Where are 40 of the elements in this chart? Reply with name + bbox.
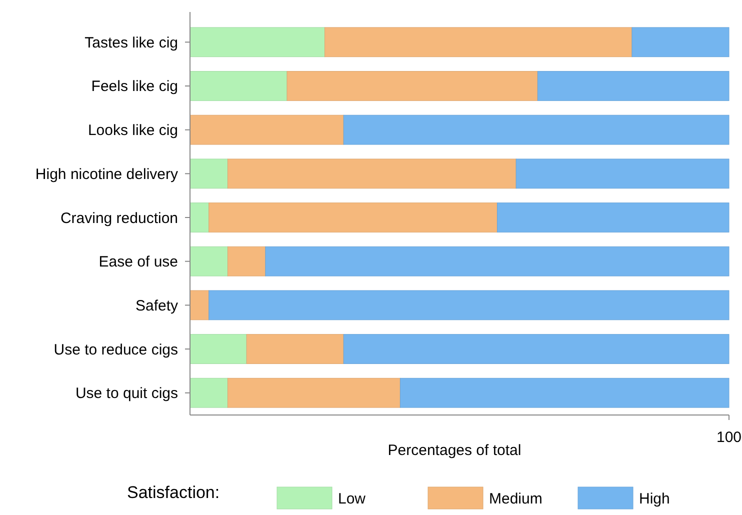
bar: [227, 158, 516, 189]
bar: [265, 246, 730, 276]
y-tick-label: Looks like cig: [88, 122, 178, 140]
bar: [400, 378, 730, 408]
x-axis-title: Percentages of total: [388, 442, 522, 459]
y-tick-label: Craving reduction: [60, 210, 178, 227]
bar: [190, 290, 210, 320]
legend-label: High: [639, 490, 670, 508]
legend-title: Satisfaction:: [127, 483, 220, 502]
bar: [632, 27, 730, 58]
bar: [190, 27, 325, 58]
bar: [190, 334, 247, 364]
legend-label: Low: [338, 490, 366, 508]
y-tick-label: Use to reduce cigs: [54, 341, 178, 358]
bar: [190, 246, 228, 276]
bar: [190, 158, 228, 189]
bar: [246, 334, 344, 364]
bar: [324, 27, 632, 58]
bar: [343, 114, 730, 145]
y-tick-label: Feels like cig: [91, 78, 178, 96]
bar: [190, 378, 228, 408]
bar: [496, 202, 730, 232]
x-tick-label: 100: [716, 429, 742, 446]
bar: [343, 334, 730, 364]
bar: [208, 202, 498, 232]
bar: [516, 158, 730, 189]
bar: [190, 114, 344, 145]
y-tick-label: Use to quit cigs: [75, 385, 178, 402]
bar: [286, 71, 538, 101]
bar: [227, 378, 400, 408]
bar: [537, 71, 730, 101]
y-tick-label: High nicotine delivery: [35, 166, 178, 183]
y-tick-label: Tastes like cig: [84, 34, 178, 52]
bar: [190, 71, 288, 101]
y-tick-label: Ease of use: [98, 254, 178, 271]
legend-label: Medium: [489, 490, 542, 508]
y-tick-label: Safety: [135, 297, 178, 314]
bar: [227, 246, 266, 276]
bar: [190, 202, 210, 232]
bar: [208, 290, 730, 320]
